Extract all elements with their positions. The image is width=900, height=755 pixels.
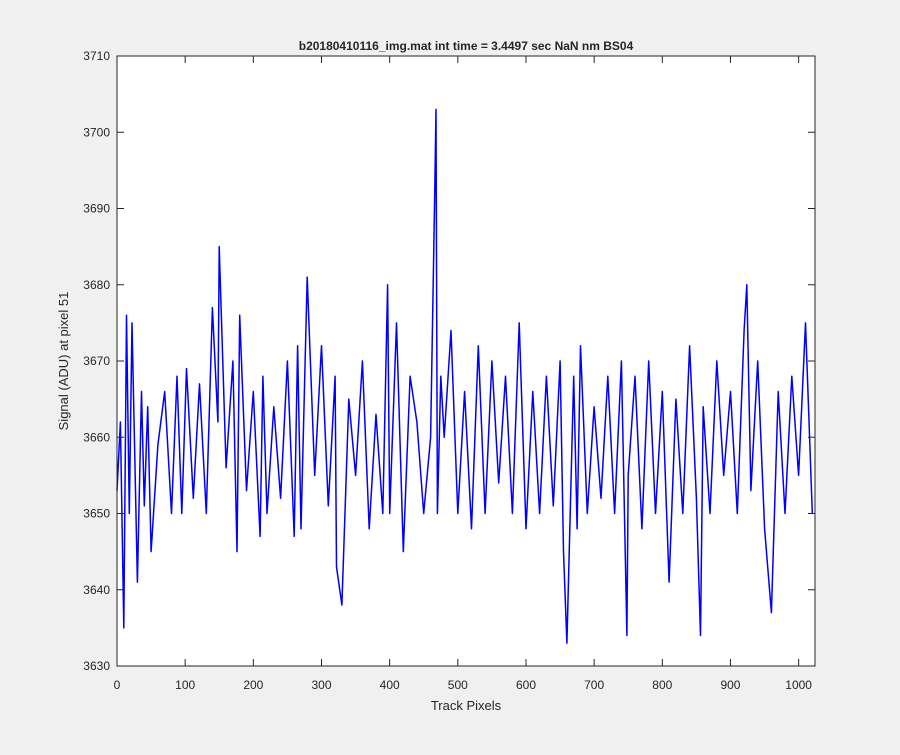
signal-series-line bbox=[116, 108, 814, 644]
y-tick-label: 3660 bbox=[83, 430, 110, 444]
x-tick-label: 900 bbox=[720, 678, 740, 692]
y-tick-label: 3690 bbox=[83, 202, 110, 216]
y-tick-label: 3670 bbox=[83, 354, 110, 368]
x-tick-label: 400 bbox=[380, 678, 400, 692]
x-tick-label: 0 bbox=[114, 678, 121, 692]
y-tick-label: 3680 bbox=[83, 278, 110, 292]
x-tick-label: 1000 bbox=[785, 678, 812, 692]
axes-box bbox=[116, 55, 816, 667]
x-tick-label: 500 bbox=[448, 678, 468, 692]
x-tick-label: 300 bbox=[311, 678, 331, 692]
y-axis-label: Signal (ADU) at pixel 51 bbox=[56, 292, 71, 431]
x-axis-label: Track Pixels bbox=[431, 698, 502, 713]
y-tick-label: 3630 bbox=[83, 659, 110, 673]
y-tick-label: 3710 bbox=[83, 49, 110, 63]
x-axis-ticks: 0 100 200 300 400 500 600 700 800 900 1000 bbox=[114, 56, 812, 692]
y-axis-ticks: 3630 3640 3650 3660 3670 3680 3690 3700 3710 bbox=[83, 49, 815, 673]
y-tick-label: 3650 bbox=[83, 507, 110, 521]
x-tick-label: 200 bbox=[243, 678, 263, 692]
x-tick-label: 600 bbox=[516, 678, 536, 692]
x-tick-label: 100 bbox=[175, 678, 195, 692]
plot-area-background bbox=[117, 56, 815, 666]
x-tick-label: 800 bbox=[652, 678, 672, 692]
y-tick-label: 3700 bbox=[83, 125, 110, 139]
y-tick-label: 3640 bbox=[83, 583, 110, 597]
chart-title: b20180410116_img.mat int time = 3.4497 s… bbox=[299, 39, 634, 53]
x-tick-label: 700 bbox=[584, 678, 604, 692]
